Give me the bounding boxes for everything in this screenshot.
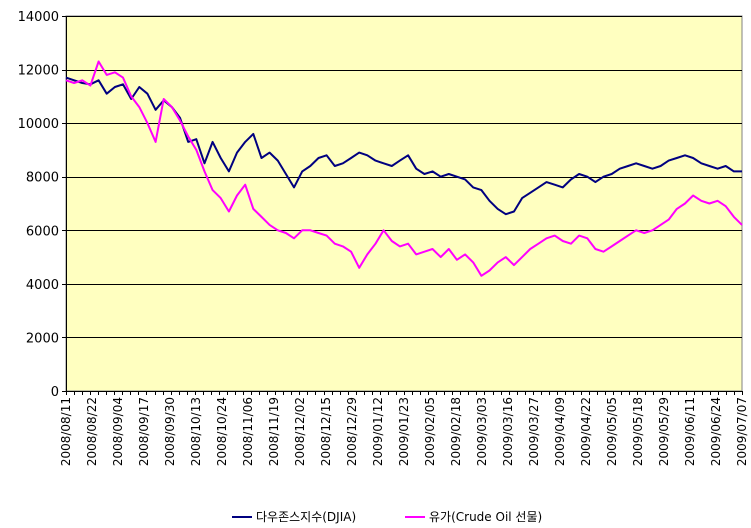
plot-background: [65, 15, 743, 392]
x-tick-label: 2008/12/02: [293, 397, 307, 466]
y-tick-label: 6000: [26, 224, 59, 239]
x-tick-label: 2009/03/03: [475, 397, 489, 466]
x-tick-label: 2008/08/11: [59, 397, 73, 466]
y-axis-tick-labels: 0 2000 4000 6000 8000 10000 12000 14000: [18, 10, 59, 400]
x-tick-label: 2009/03/16: [501, 397, 515, 466]
x-tick-label: 2009/07/07: [735, 397, 749, 466]
series-line-djia: [65, 76, 742, 216]
series-line-crude-oil: [65, 60, 743, 277]
x-tick-label: 2008/12/15: [319, 397, 333, 466]
x-tick-label: 2009/03/27: [527, 397, 541, 466]
legend-label-djia: 다우존스지수(DJIA): [256, 510, 357, 524]
x-tick-label: 2008/09/04: [111, 397, 125, 466]
y-tick-label: 2000: [26, 331, 59, 346]
x-axis-tick-labels: 2008/08/11 2008/08/22 2008/09/04 2008/09/17…: [59, 397, 749, 466]
x-tick-label: 2009/02/05: [423, 397, 437, 466]
x-tick-label: 2009/05/29: [657, 397, 671, 466]
x-tick-label: 2009/02/18: [449, 397, 463, 466]
legend-item-crude-oil: 유가(Crude Oil 선물): [405, 508, 542, 525]
y-tick-label: 4000: [26, 278, 59, 293]
legend-swatch-crude-oil: [405, 515, 425, 518]
x-tick-label: 2009/06/11: [683, 397, 697, 466]
x-tick-label: 2009/05/18: [631, 397, 645, 466]
x-tick-label: 2008/09/30: [163, 397, 177, 466]
x-tick-label: 2008/08/22: [85, 397, 99, 466]
plot-area: [62, 15, 743, 395]
legend-swatch-djia: [232, 515, 252, 518]
legend-label-crude-oil: 유가(Crude Oil 선물): [429, 510, 543, 524]
y-tick-label: 14000: [18, 10, 59, 25]
x-tick-label: 2008/09/17: [137, 397, 151, 466]
x-tick-label: 2009/04/09: [553, 397, 567, 466]
y-tick-label: 10000: [18, 117, 59, 132]
x-tick-label: 2008/11/06: [241, 397, 255, 466]
chart-legend: 다우존스지수(DJIA) 유가(Crude Oil 선물): [0, 506, 751, 526]
legend-item-djia: 다우존스지수(DJIA): [232, 508, 356, 525]
x-tick-label: 2009/01/23: [397, 397, 411, 466]
y-tick-label: 0: [51, 385, 59, 400]
y-tick-label: 8000: [26, 171, 59, 186]
x-tick-label: 2009/06/24: [709, 397, 723, 466]
x-tick-label: 2008/10/13: [189, 397, 203, 466]
x-tick-label: 2008/11/19: [267, 397, 281, 466]
x-tick-label: 2009/05/05: [605, 397, 619, 466]
x-tick-label: 2008/12/29: [345, 397, 359, 466]
y-tick-label: 12000: [18, 64, 59, 79]
x-tick-label: 2008/10/24: [215, 397, 229, 466]
x-tick-label: 2009/01/12: [371, 397, 385, 466]
x-tick-label: 2009/04/22: [579, 397, 593, 466]
series-lines: [65, 60, 743, 277]
